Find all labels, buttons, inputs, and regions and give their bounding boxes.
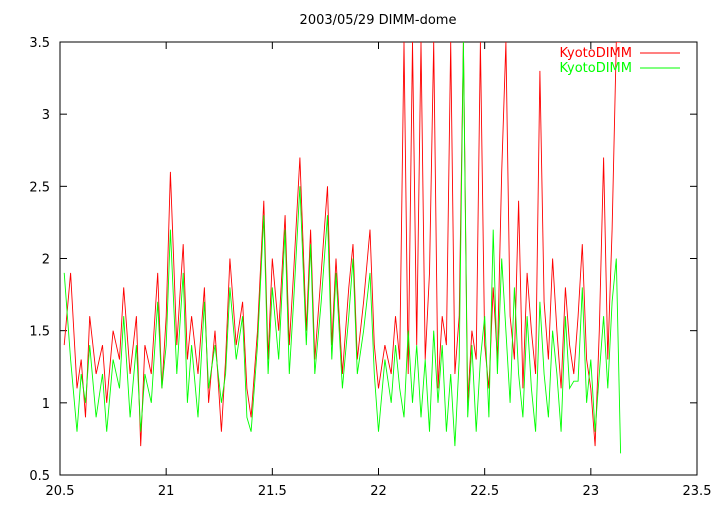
x-tick-label: 20.5 xyxy=(46,484,75,499)
series-layer xyxy=(63,42,622,454)
x-tick-label: 22.5 xyxy=(470,484,499,499)
series-line-2 xyxy=(63,42,622,454)
x-tick-label: 21.5 xyxy=(258,484,287,499)
y-tick-label: 2.5 xyxy=(29,180,50,195)
series-line-1 xyxy=(63,42,621,447)
y-tick-label: 3.5 xyxy=(29,36,50,51)
y-tick-label: 0.5 xyxy=(29,469,50,484)
y-tick-label: 3 xyxy=(42,108,50,123)
y-tick-label: 2 xyxy=(42,253,50,268)
chart-title: 2003/05/29 DIMM-dome xyxy=(300,13,457,28)
legend-label-1: KyotoDIMM xyxy=(559,46,632,61)
legend-label-2: KyotoDIMM xyxy=(559,61,632,76)
x-tick-label: 23.5 xyxy=(683,484,712,499)
y-tick-label: 1.5 xyxy=(29,325,50,340)
x-tick-label: 22 xyxy=(370,484,387,499)
y-tick-label: 1 xyxy=(42,397,50,412)
x-tick-label: 21 xyxy=(158,484,175,499)
axes: 0.511.522.533.520.5 21 21.5 22 22.5 23 23.5 xyxy=(29,36,711,499)
x-tick-label: 23 xyxy=(583,484,600,499)
